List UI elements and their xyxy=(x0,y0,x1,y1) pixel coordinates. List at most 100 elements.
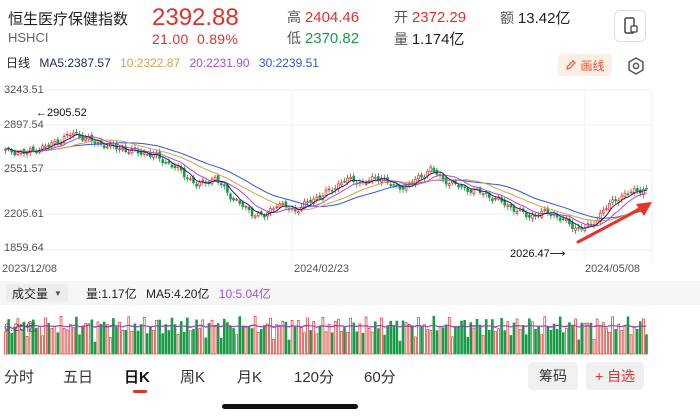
volume-bar xyxy=(580,322,584,355)
volume-bar xyxy=(219,338,223,355)
index-name: 恒生医疗保健指数 xyxy=(8,11,129,28)
tab-daily-k[interactable]: 日K xyxy=(124,369,150,386)
candle xyxy=(583,227,587,231)
volume-bar xyxy=(290,320,294,355)
volume-bar xyxy=(149,326,152,355)
volume-bar xyxy=(454,326,457,355)
volume-bar xyxy=(463,319,466,355)
candle xyxy=(256,212,260,217)
candle xyxy=(574,227,577,231)
volume-bar xyxy=(238,316,242,355)
volume-bar xyxy=(626,316,630,355)
volume-bar xyxy=(53,326,57,355)
volume-bar xyxy=(287,339,291,355)
volume-bar xyxy=(16,318,20,355)
volume-bar xyxy=(93,341,97,355)
volume-bar xyxy=(213,326,217,355)
candle xyxy=(93,141,97,144)
vol-ma10: 10:5.04亿 xyxy=(218,287,271,301)
volume-bar xyxy=(602,322,605,355)
volume-bar xyxy=(198,328,201,355)
settings-icon[interactable] xyxy=(626,56,646,76)
candle xyxy=(130,148,134,153)
volume-bar xyxy=(44,317,47,355)
candle xyxy=(491,198,494,201)
volume-bar xyxy=(266,323,269,355)
candle xyxy=(441,174,445,180)
volume-bar xyxy=(475,318,479,355)
candle xyxy=(515,211,519,214)
volume-bar xyxy=(204,337,208,355)
y-tick-label: 2551.57 xyxy=(4,163,44,175)
volume-bar xyxy=(78,334,81,355)
volume-chart[interactable] xyxy=(0,306,700,356)
ma5-value: MA5:2387.57 xyxy=(39,56,111,70)
volume-bar xyxy=(558,316,562,355)
candle xyxy=(164,162,168,164)
low-annotation: 2026.47⟶ xyxy=(510,248,566,260)
candle xyxy=(380,178,383,183)
high-annotation: ←2905.52 xyxy=(36,107,87,119)
volume-bar xyxy=(528,318,531,355)
volume-bar xyxy=(592,339,596,355)
volume-bar xyxy=(22,321,26,355)
volume-bar xyxy=(179,321,183,355)
tab-120min[interactable]: 120分 xyxy=(294,369,335,386)
volume-bar xyxy=(278,325,282,355)
tab-weekly-k[interactable]: 周K xyxy=(180,369,206,386)
volume-bar xyxy=(235,334,238,355)
tab-five-day[interactable]: 五日 xyxy=(63,369,94,386)
add-watchlist-button[interactable]: + 自选 xyxy=(586,362,644,390)
volume-bar xyxy=(429,329,433,355)
volume-bar xyxy=(121,329,124,355)
tab-60min[interactable]: 60分 xyxy=(364,369,396,386)
candlestick-chart[interactable] xyxy=(0,80,700,280)
candle xyxy=(139,151,143,155)
candle xyxy=(420,174,423,178)
volume-bar xyxy=(250,328,254,355)
candle xyxy=(213,176,217,181)
candle xyxy=(614,199,617,202)
candle xyxy=(635,188,639,192)
volume-bar xyxy=(81,326,84,355)
tab-monthly-k[interactable]: 月K xyxy=(237,369,263,386)
candle xyxy=(327,188,331,191)
volume-bar xyxy=(552,323,556,355)
chip-distribution-button[interactable]: 筹码 xyxy=(528,362,578,390)
volume-bar xyxy=(102,321,106,355)
low-annotation-value: 2026.47 xyxy=(510,248,550,260)
candle xyxy=(56,139,60,144)
volume-bar xyxy=(478,324,482,355)
volume-bar xyxy=(531,321,534,355)
tab-intraday[interactable]: 分时 xyxy=(4,369,35,386)
volume-bar xyxy=(500,317,503,355)
volume-bar xyxy=(340,330,343,355)
candle xyxy=(463,186,466,189)
candle xyxy=(223,184,226,187)
ma30-line xyxy=(5,142,647,219)
volume-bar xyxy=(62,327,66,355)
volume-indicator-selector[interactable]: 成交量 ▼ xyxy=(6,284,68,302)
low-label: 低 xyxy=(287,30,301,46)
candle xyxy=(102,145,106,149)
candle xyxy=(161,159,164,164)
home-indicator xyxy=(222,404,358,409)
volume-axis-label: 6.20亿 xyxy=(4,322,37,334)
volume-bar xyxy=(343,327,346,355)
landscape-toggle-button[interactable] xyxy=(614,10,646,42)
volume-ma10-line xyxy=(5,324,647,333)
volume-bar xyxy=(90,319,94,355)
volume-bar xyxy=(176,334,180,355)
draw-line-button[interactable]: 画线 xyxy=(558,54,612,76)
volume-bar xyxy=(438,326,442,355)
candle xyxy=(546,208,550,214)
candle xyxy=(318,195,322,199)
candle xyxy=(611,199,614,203)
volume-bar xyxy=(401,320,405,355)
volume-bar xyxy=(546,326,550,355)
volume-bar xyxy=(444,324,448,355)
volume-bar xyxy=(263,325,266,355)
volume-bar xyxy=(142,317,146,355)
candle xyxy=(645,187,648,190)
volume-bar xyxy=(259,328,263,355)
